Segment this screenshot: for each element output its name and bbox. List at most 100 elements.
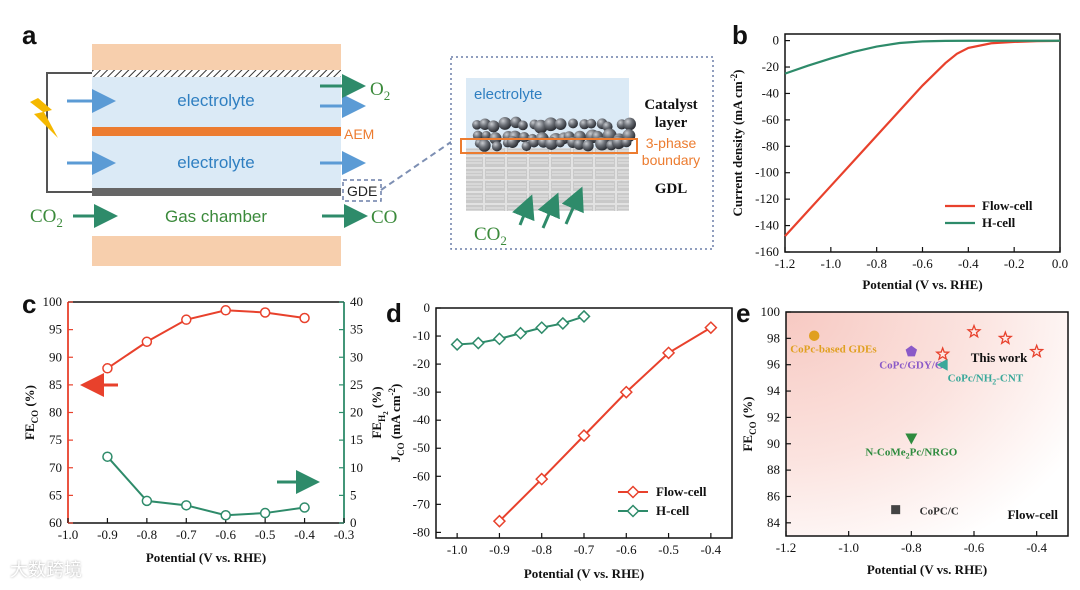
y-tick-label: 86 bbox=[767, 488, 781, 503]
gdl-layer bbox=[466, 148, 629, 211]
co2-label: CO2 bbox=[30, 206, 63, 230]
y-tick-label: -160 bbox=[755, 244, 779, 259]
y-right-tick-label: 25 bbox=[350, 377, 363, 392]
bottom-plate bbox=[92, 236, 341, 266]
legend-label: H-cell bbox=[656, 503, 690, 518]
co2-diffusion-arrow bbox=[512, 194, 535, 226]
corner-label: Flow-cell bbox=[1007, 507, 1058, 522]
data-point bbox=[220, 510, 231, 521]
series-line bbox=[498, 326, 712, 522]
catalyst-particle bbox=[582, 140, 594, 152]
y-left-tick-label: 100 bbox=[43, 294, 63, 309]
y-tick-label: -40 bbox=[762, 85, 779, 100]
data-point bbox=[619, 385, 633, 399]
x-tick-label: -0.9 bbox=[97, 527, 118, 542]
y-right-tick-label: 35 bbox=[350, 322, 363, 337]
catalyst-particle bbox=[481, 130, 491, 141]
zoom-co2-label: CO2 bbox=[474, 224, 507, 248]
x-tick-label: -0.3 bbox=[334, 527, 355, 542]
data-point bbox=[535, 472, 549, 486]
lightning-icon bbox=[30, 98, 58, 138]
panel-c-chart: c -1.0 -0.9 -0.8 -0.7 -0.6 -0.5 -0.4 -0.3100959… bbox=[22, 289, 390, 565]
x-axis-title: Potential (V vs. RHE) bbox=[867, 562, 987, 577]
gdl-label: GDL bbox=[655, 181, 688, 197]
data-point bbox=[535, 321, 549, 335]
x-tick-label: -1.0 bbox=[58, 527, 79, 542]
y-tick-label: 84 bbox=[767, 515, 781, 530]
top-plate bbox=[92, 44, 341, 70]
catalyst-particle bbox=[491, 141, 503, 152]
data-point bbox=[556, 316, 570, 330]
y-left-axis-title-end: (%) bbox=[22, 385, 37, 410]
y-right-tick-label: 10 bbox=[350, 460, 363, 475]
panel-e-chart: e -1.2 -1.0 -0.8 -0.6 -0.4 100 98 96 94 92 90 88 86 8… bbox=[736, 298, 1069, 577]
x-axis-title: Potential (V vs. RHE) bbox=[524, 566, 644, 581]
series-line bbox=[106, 309, 305, 370]
y-axis-title-mid: (mA cm bbox=[388, 395, 403, 442]
point-label: CoPc/GDY/G bbox=[879, 360, 944, 372]
y-tick-label: -10 bbox=[413, 328, 430, 343]
y-tick-label: -60 bbox=[413, 468, 430, 483]
x-tick-label: -0.4 bbox=[701, 542, 722, 557]
zoom-electrolyte-label: electrolyte bbox=[474, 86, 542, 103]
x-tick-label: -0.8 bbox=[901, 540, 922, 555]
catalyst-particle bbox=[478, 139, 491, 152]
gde-label: GDE bbox=[347, 183, 377, 199]
y-axis-title: JCO (mA cm-2) bbox=[387, 384, 406, 463]
data-point bbox=[141, 495, 153, 507]
y-axis-title-sup: -2 bbox=[729, 73, 739, 81]
y-left-tick-label: 80 bbox=[49, 405, 62, 420]
scatter-point bbox=[891, 505, 901, 515]
data-point bbox=[450, 337, 464, 352]
y-right-tick-label: 40 bbox=[350, 294, 363, 309]
y-right-axis-title-subsub: 2 bbox=[382, 411, 390, 415]
series-line bbox=[784, 39, 1061, 237]
x-tick-label: -0.4 bbox=[958, 256, 979, 271]
y-tick-label: 100 bbox=[761, 304, 781, 319]
catalyst-particle bbox=[555, 138, 565, 148]
y-tick-label: 88 bbox=[767, 462, 780, 477]
catalyst-particle bbox=[519, 132, 530, 143]
y-axis-title: FECO (%) bbox=[740, 396, 758, 451]
data-point bbox=[299, 502, 310, 513]
zoom-connector bbox=[380, 141, 452, 191]
y-right-tick-label: 20 bbox=[350, 405, 363, 420]
y-left-axis-title-sub: CO bbox=[30, 410, 40, 424]
y-tick-label: 0 bbox=[424, 300, 431, 315]
x-tick-label: -0.5 bbox=[658, 542, 679, 557]
point-label: CoPc-based GDEs bbox=[790, 344, 877, 356]
catalyst-particle bbox=[521, 141, 532, 152]
aem-label: AEM bbox=[344, 126, 374, 142]
y-tick-label: -40 bbox=[413, 412, 430, 427]
y-tick-label: 98 bbox=[767, 330, 780, 345]
data-point bbox=[471, 336, 485, 350]
gde-layer bbox=[92, 188, 341, 196]
data-point bbox=[299, 312, 310, 324]
this-work-point bbox=[935, 346, 951, 361]
o2-label: O2 bbox=[370, 79, 390, 103]
y-right-axis-title-sub: H bbox=[377, 415, 387, 422]
catalyst-particle bbox=[623, 117, 637, 131]
scatter-point bbox=[905, 433, 918, 445]
x-tick-label: -0.7 bbox=[176, 527, 197, 542]
point-label-sub: 2 bbox=[906, 451, 910, 460]
x-tick-label: -0.6 bbox=[616, 542, 637, 557]
y-tick-label: -50 bbox=[413, 440, 430, 455]
y-axis-title: Current density (mA cm-2) bbox=[729, 69, 745, 216]
catalyst-particle bbox=[543, 117, 558, 132]
y-tick-label: -80 bbox=[762, 138, 779, 153]
x-tick-label: -1.0 bbox=[447, 542, 468, 557]
legend-label: H-cell bbox=[982, 215, 1016, 230]
catalyst-particle bbox=[573, 138, 585, 150]
three-phase-box bbox=[460, 138, 638, 154]
three-phase-label-2: boundary bbox=[642, 152, 700, 168]
point-label-end: -CNT bbox=[996, 373, 1024, 385]
y-axis-title-end: ) bbox=[730, 69, 745, 73]
co-label: CO bbox=[371, 207, 397, 228]
panel-label-c: c bbox=[22, 289, 36, 319]
gas-chamber-label: Gas chamber bbox=[165, 207, 267, 226]
y-tick-label: -100 bbox=[755, 165, 779, 180]
panel-label-d: d bbox=[386, 298, 402, 328]
y-left-tick-label: 95 bbox=[49, 322, 62, 337]
